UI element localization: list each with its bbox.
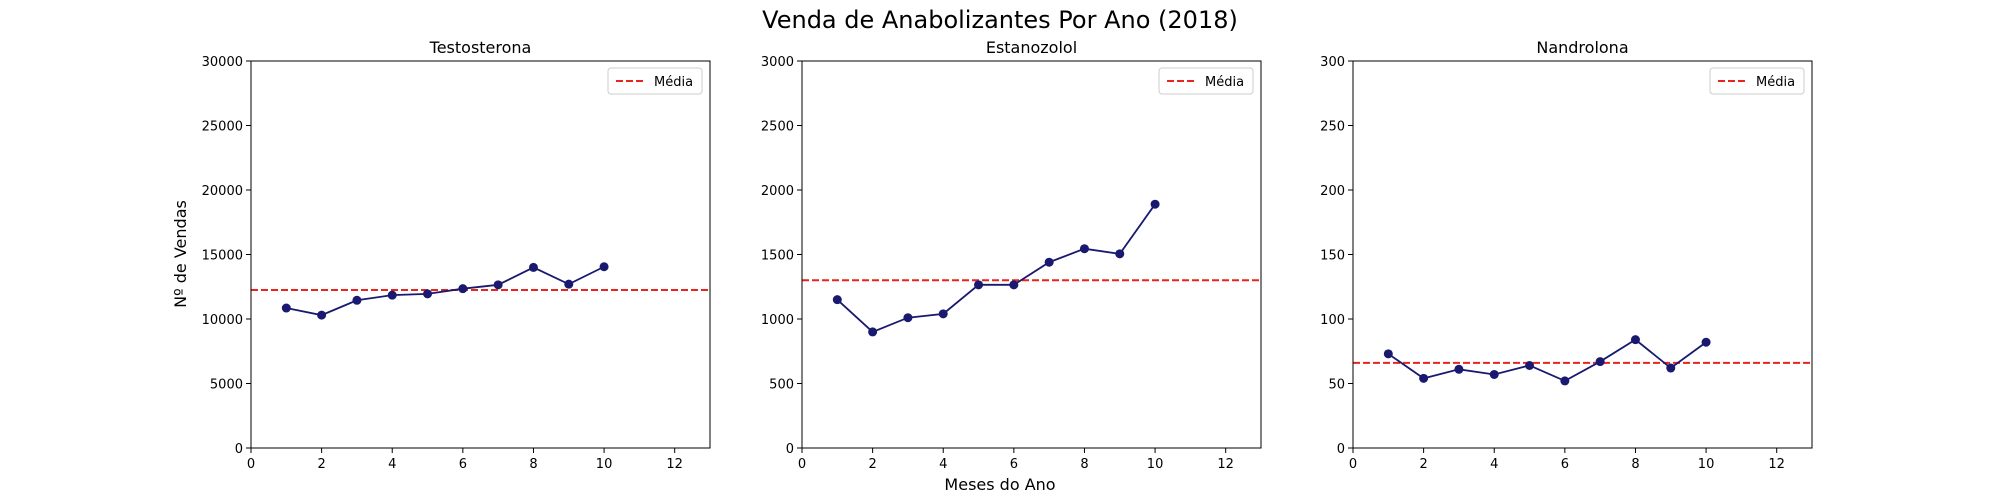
legend-box [1158, 67, 1254, 95]
y-tick-label: 20000 [202, 184, 243, 199]
y-tick-label: 150 [1320, 249, 1345, 264]
x-tick-label: 6 [1561, 457, 1569, 472]
data-point [938, 309, 948, 319]
data-point [868, 327, 878, 337]
legend-label: Média [654, 75, 693, 90]
data-point [832, 295, 842, 305]
data-point [1419, 373, 1429, 383]
x-tick-label: 2 [868, 457, 876, 472]
x-tick-label: 0 [798, 457, 806, 472]
data-point [1701, 337, 1711, 347]
x-axis-label: Meses do Ano [944, 475, 1055, 494]
series-line [286, 265, 605, 317]
x-tick-label: 2 [317, 457, 325, 472]
legend: Média [1709, 67, 1805, 95]
x-tick-label: 10 [1698, 457, 1715, 472]
legend-box [1709, 67, 1805, 95]
x-tick-label: 0 [247, 457, 255, 472]
panel-title: Nandrolona [1536, 38, 1628, 57]
data-point [599, 262, 609, 272]
data-point [458, 284, 468, 294]
y-tick-label: 3000 [761, 55, 794, 70]
x-tick-label: 8 [1631, 457, 1639, 472]
y-tick-label: 1000 [761, 313, 794, 328]
data-point [1009, 280, 1019, 290]
y-tick-label: 50 [1328, 378, 1345, 393]
y-tick-label: 15000 [202, 249, 243, 264]
data-point [423, 289, 433, 299]
x-tick-label: 0 [1349, 457, 1357, 472]
data-point [1666, 363, 1676, 373]
chart-panel-3: Nandrolona 0 2 4 6 8 10 12 0 50 100 150 200 250 300 Méd… [1320, 38, 1813, 472]
data-point [317, 310, 327, 320]
x-tick-label: 8 [1080, 457, 1088, 472]
data-point [1115, 249, 1125, 259]
data-point [1560, 376, 1570, 386]
chart-panel-1: Testosterona 0 2 4 6 8 10 12 0 5000 10000 15000 2000… [202, 38, 711, 472]
data-point [1044, 257, 1054, 267]
data-point [1079, 244, 1089, 254]
x-tick-label: 12 [666, 457, 683, 472]
y-tick-label: 10000 [202, 313, 243, 328]
legend-label: Média [1756, 75, 1795, 90]
data-point [1595, 357, 1605, 367]
data-point [1454, 364, 1464, 374]
y-tick-label: 300 [1320, 55, 1345, 70]
axes-frame [801, 60, 1262, 449]
data-point [493, 280, 503, 290]
x-tick-label: 4 [388, 457, 396, 472]
legend: Média [1158, 67, 1254, 95]
legend: Média [607, 67, 703, 95]
y-tick-label: 5000 [210, 378, 243, 393]
x-tick-label: 4 [1490, 457, 1498, 472]
data-point [281, 303, 291, 313]
data-point [1525, 360, 1535, 370]
x-tick-label: 10 [1147, 457, 1164, 472]
panel-title: Testosterona [429, 38, 532, 57]
figure-title: Venda de Anabolizantes Por Ano (2018) [762, 6, 1238, 34]
y-tick-label: 30000 [202, 55, 243, 70]
legend-box [607, 67, 703, 95]
y-axis-label: Nº de Vendas [171, 200, 190, 308]
data-point [974, 280, 984, 290]
y-tick-label: 0 [235, 442, 243, 457]
data-point [1489, 369, 1499, 379]
panel-title: Estanozolol [986, 38, 1077, 57]
y-tick-label: 200 [1320, 184, 1345, 199]
data-point [1630, 335, 1640, 345]
data-point [564, 279, 574, 289]
x-tick-label: 10 [596, 457, 613, 472]
axes-frame [250, 60, 711, 449]
data-point [903, 313, 913, 323]
x-tick-label: 12 [1217, 457, 1234, 472]
x-tick-label: 6 [459, 457, 467, 472]
chart-panel-2: Estanozolol 0 2 4 6 8 10 12 0 500 1000 1500 2000 2500… [761, 38, 1262, 472]
data-point [1150, 199, 1160, 209]
x-tick-label: 8 [529, 457, 537, 472]
x-tick-label: 2 [1419, 457, 1427, 472]
y-tick-label: 0 [786, 442, 794, 457]
series-line [1387, 338, 1707, 382]
y-tick-label: 25000 [202, 120, 243, 135]
y-tick-label: 100 [1320, 313, 1345, 328]
axes-frame [1352, 60, 1813, 449]
x-tick-label: 4 [939, 457, 947, 472]
x-tick-label: 6 [1010, 457, 1018, 472]
y-tick-label: 1500 [761, 249, 794, 264]
data-point [1383, 349, 1393, 359]
legend-label: Média [1205, 75, 1244, 90]
y-tick-label: 2500 [761, 120, 794, 135]
data-point [352, 295, 362, 305]
data-point [387, 290, 397, 300]
data-point [528, 262, 538, 272]
y-tick-label: 500 [769, 378, 794, 393]
y-tick-label: 250 [1320, 120, 1345, 135]
y-tick-label: 0 [1337, 442, 1345, 457]
series-line [836, 203, 1156, 333]
y-tick-label: 2000 [761, 184, 794, 199]
x-tick-label: 12 [1768, 457, 1785, 472]
